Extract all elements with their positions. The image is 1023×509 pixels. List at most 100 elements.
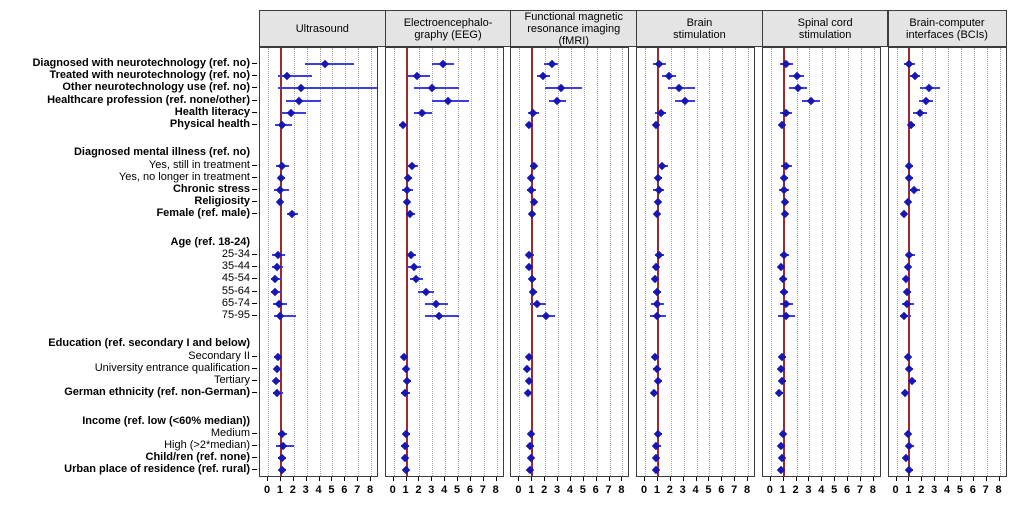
- x-tick-label: 5: [328, 484, 335, 496]
- panel-title: Spinal cord stimulation: [797, 16, 853, 41]
- gridline: [922, 48, 924, 476]
- y-axis-tick: [252, 164, 257, 166]
- x-axis-tick: [908, 477, 910, 481]
- row-label: Health literacy: [174, 105, 250, 118]
- gridline: [722, 48, 724, 476]
- x-axis-tick: [444, 477, 446, 481]
- x-axis-tick: [469, 477, 471, 481]
- x-tick-label: 7: [605, 484, 612, 496]
- row-label: Secondary II: [188, 349, 250, 362]
- point-marker: [905, 161, 914, 170]
- x-axis-tick: [305, 477, 307, 481]
- point-marker: [905, 59, 914, 69]
- y-axis-tick: [252, 278, 257, 280]
- confidence-interval: [286, 99, 321, 102]
- point-marker: [410, 262, 419, 272]
- x-axis-tick: [431, 477, 433, 481]
- panel-header: Functional magnetic resonance imaging (f…: [510, 10, 638, 47]
- reference-line: [656, 48, 659, 476]
- y-axis-tick: [252, 176, 257, 178]
- x-axis-tick: [695, 477, 697, 481]
- x-axis-tick: [644, 477, 646, 481]
- point-marker: [277, 453, 286, 463]
- row-label: Physical health: [169, 118, 250, 130]
- point-marker: [547, 59, 556, 69]
- x-tick-label: 4: [566, 484, 573, 496]
- row-label: 45-54: [221, 272, 250, 285]
- point-marker: [526, 453, 536, 463]
- x-axis-tick: [708, 477, 710, 481]
- panel-header: Spinal cord stimulation: [761, 10, 889, 47]
- point-marker: [528, 108, 538, 118]
- x-axis-tick: [292, 477, 294, 481]
- gridline: [445, 48, 447, 476]
- point-marker: [903, 429, 912, 439]
- y-axis-tick: [252, 99, 257, 101]
- point-marker: [924, 84, 933, 93]
- gridline: [419, 48, 421, 476]
- row-label: Diagnosed with neurotechnology (ref. no): [32, 57, 250, 69]
- x-tick-label: 2: [415, 484, 422, 496]
- x-tick-label: 8: [869, 484, 876, 496]
- y-axis-tick: [252, 266, 257, 268]
- x-axis-tick: [847, 477, 849, 481]
- gridline: [973, 48, 975, 476]
- x-axis-tick: [656, 477, 658, 481]
- x-tick-label: 5: [705, 484, 712, 496]
- x-tick-label: 3: [679, 484, 686, 496]
- point-marker: [905, 250, 914, 260]
- point-marker: [320, 59, 329, 69]
- gridline: [822, 48, 824, 476]
- point-marker: [528, 210, 537, 219]
- row-label: 25-34: [221, 248, 250, 260]
- point-marker: [275, 185, 284, 195]
- point-marker: [401, 466, 411, 475]
- row-label: Yes, no longer in treatment: [118, 170, 250, 183]
- y-axis-tick: [252, 380, 257, 381]
- x-tick-label: 8: [744, 484, 751, 496]
- x-tick-label: 5: [579, 484, 586, 496]
- forest-panel: [384, 47, 504, 477]
- x-tick-label: 8: [366, 484, 374, 496]
- gridline: [470, 48, 472, 476]
- y-axis-tick: [252, 445, 257, 446]
- x-tick-label: 4: [692, 484, 699, 496]
- x-tick-label: 0: [263, 484, 271, 496]
- y-axis-tick: [252, 457, 257, 459]
- x-tick-label: 3: [302, 484, 309, 496]
- point-marker: [526, 185, 536, 195]
- x-axis-tick: [669, 477, 671, 481]
- x-axis-tick: [934, 477, 936, 481]
- reference-line: [279, 48, 282, 476]
- x-tick-label: 6: [466, 484, 473, 496]
- x-axis-tick: [331, 477, 333, 481]
- row-group-label: Age (ref. 18-24): [170, 235, 250, 248]
- gridline: [935, 48, 937, 476]
- gridline: [809, 48, 811, 476]
- point-marker: [283, 71, 292, 81]
- x-tick-label: 7: [354, 484, 361, 496]
- x-axis-tick: [782, 477, 784, 481]
- x-axis-tick: [947, 477, 948, 481]
- point-marker: [542, 311, 551, 321]
- point-marker: [275, 311, 285, 321]
- x-tick-label: 6: [718, 484, 725, 496]
- x-axis-tick: [821, 477, 823, 481]
- y-axis-tick: [252, 124, 257, 125]
- reference-line: [782, 48, 785, 476]
- x-tick-label: 7: [856, 484, 863, 496]
- point-marker: [654, 250, 664, 260]
- x-axis-tick: [769, 477, 771, 481]
- x-axis-tick: [318, 477, 320, 481]
- point-marker: [401, 429, 411, 439]
- x-axis-tick: [518, 477, 520, 481]
- x-axis-tick: [267, 477, 268, 481]
- point-marker: [777, 453, 787, 463]
- gridline: [848, 48, 850, 476]
- x-tick-label: 7: [982, 484, 989, 496]
- x-tick-label: 1: [905, 484, 912, 496]
- x-axis-tick: [747, 477, 749, 481]
- gridline: [293, 48, 295, 476]
- x-tick-label: 3: [553, 484, 561, 496]
